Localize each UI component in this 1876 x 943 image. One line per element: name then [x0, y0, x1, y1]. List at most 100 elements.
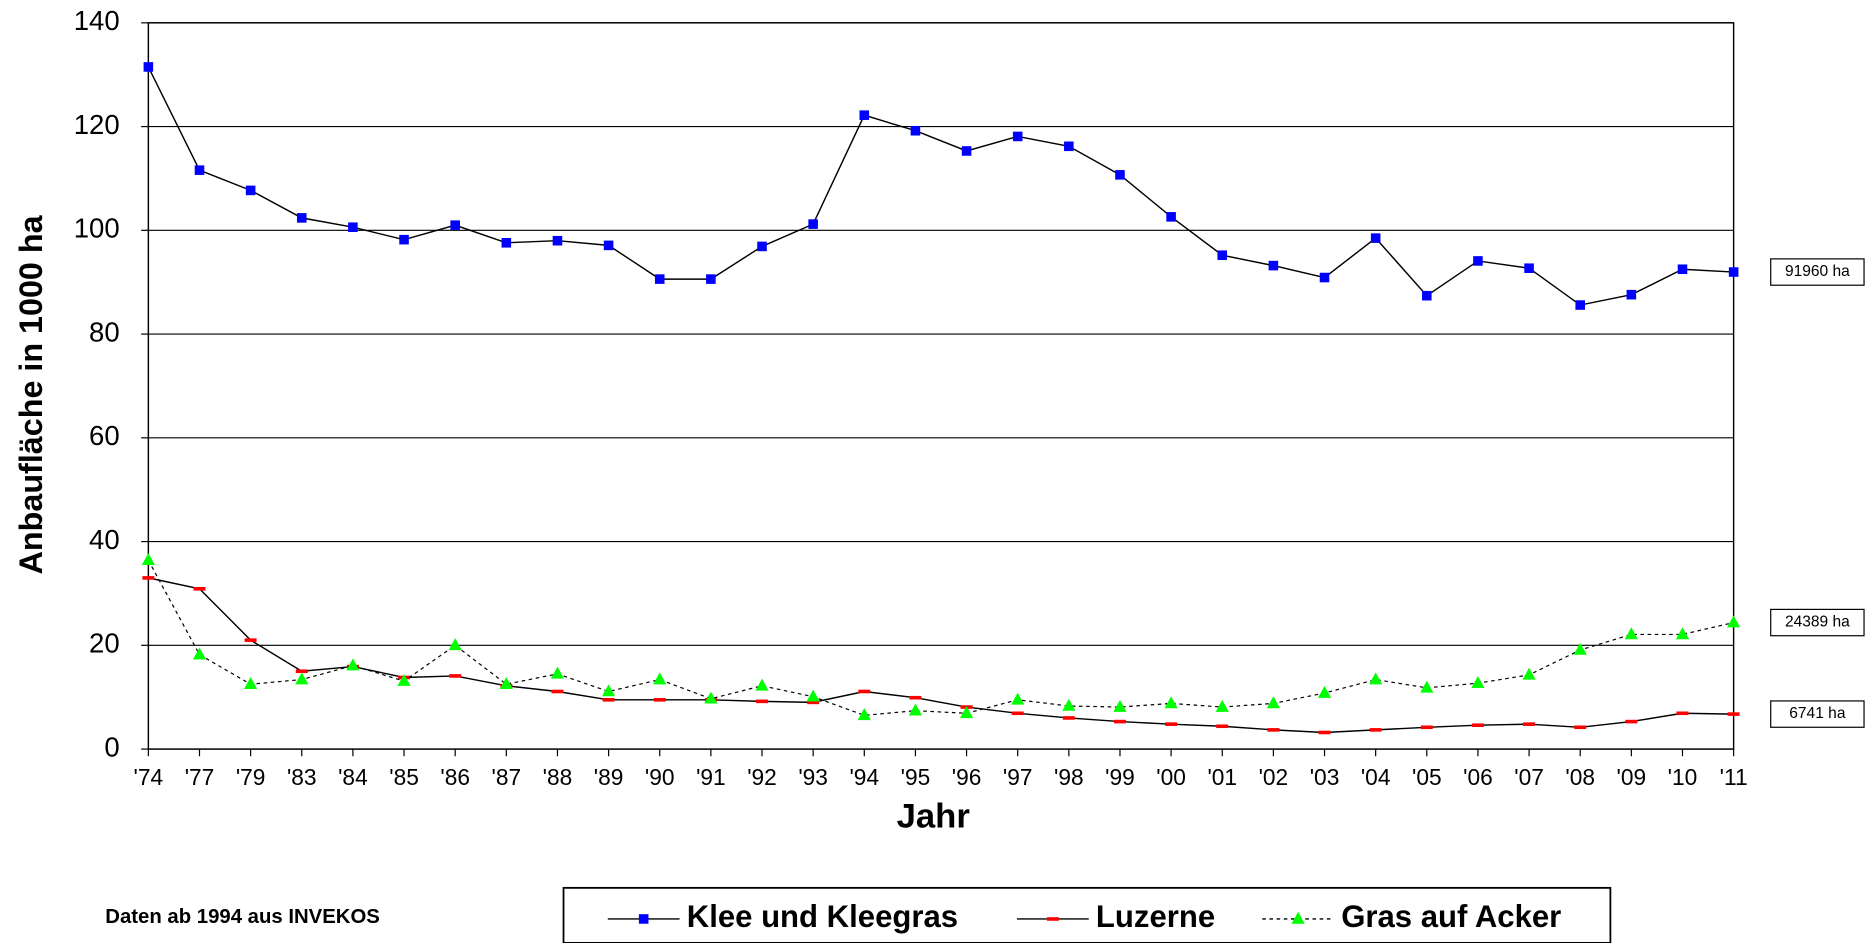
marker — [551, 689, 564, 694]
marker — [1675, 627, 1690, 640]
marker — [1064, 141, 1074, 152]
x-tick-label: '90 — [645, 764, 675, 790]
marker — [1164, 696, 1178, 709]
marker — [245, 185, 256, 196]
x-tick-label: '79 — [236, 764, 266, 790]
marker — [1625, 719, 1638, 724]
annotation-box — [1770, 608, 1865, 637]
marker — [1624, 627, 1638, 640]
marker — [397, 673, 411, 686]
marker — [910, 125, 921, 136]
marker — [704, 691, 718, 704]
y-tick-label: 100 — [74, 213, 120, 244]
x-tick-label: '94 — [849, 764, 879, 790]
marker — [1216, 724, 1229, 729]
x-tick-label: '87 — [492, 764, 522, 790]
annotation: 6741 ha — [1789, 705, 1846, 722]
x-tick-label: '83 — [287, 764, 317, 790]
x-tick-label: '85 — [389, 764, 419, 790]
marker — [808, 219, 818, 229]
series-line — [147, 66, 1734, 306]
marker — [602, 697, 615, 702]
x-tick-label: '92 — [747, 764, 777, 790]
marker — [295, 669, 308, 674]
x-tick-label: '96 — [952, 764, 982, 790]
marker — [449, 674, 462, 678]
marker — [142, 576, 155, 580]
legend-label: Luzerne — [1096, 899, 1215, 934]
marker — [1575, 300, 1585, 310]
x-tick-label: '06 — [1463, 764, 1493, 790]
marker — [1369, 672, 1383, 685]
plot-border — [147, 22, 1735, 750]
marker — [857, 708, 871, 721]
x-tick-label: '88 — [543, 764, 573, 790]
annotation-box — [1770, 700, 1865, 728]
marker — [448, 638, 462, 651]
marker — [552, 235, 563, 246]
marker — [1062, 698, 1076, 711]
marker — [1113, 719, 1126, 724]
y-tick-label: 40 — [89, 524, 120, 555]
marker — [757, 241, 767, 252]
marker — [1318, 730, 1331, 735]
x-tick-label: '00 — [1156, 764, 1186, 790]
marker — [1369, 728, 1382, 732]
marker — [1471, 676, 1485, 688]
legend-marker — [1046, 917, 1059, 921]
legend-label: Gras auf Acker — [1341, 899, 1561, 934]
marker — [550, 666, 565, 679]
footnote: Daten ab 1994 aus INVEKOS — [105, 906, 380, 928]
x-tick-label: '86 — [440, 764, 470, 790]
legend-marker — [638, 914, 649, 924]
marker — [1113, 699, 1127, 712]
marker — [1317, 685, 1332, 698]
marker — [909, 695, 922, 700]
marker — [1728, 267, 1739, 277]
marker — [859, 110, 870, 120]
x-tick-label: '04 — [1361, 764, 1391, 790]
marker — [1166, 212, 1176, 222]
marker — [908, 703, 923, 716]
legend-marker — [1291, 911, 1305, 924]
marker — [1420, 680, 1434, 693]
x-tick-label: '74 — [134, 764, 164, 790]
y-tick-label: 120 — [74, 109, 120, 140]
marker — [192, 647, 207, 660]
marker — [1574, 725, 1587, 730]
marker — [806, 689, 820, 702]
y-tick-label: 80 — [89, 316, 120, 347]
marker — [1522, 667, 1536, 680]
x-tick-label: '97 — [1003, 764, 1033, 790]
legend-box — [562, 886, 1612, 943]
marker — [1062, 716, 1075, 720]
marker — [1727, 615, 1741, 628]
y-tick-label: 60 — [89, 420, 120, 451]
marker — [1573, 642, 1587, 655]
marker — [1524, 263, 1534, 273]
x-tick-label: '84 — [338, 764, 368, 790]
marker — [1011, 692, 1025, 705]
marker — [399, 234, 409, 245]
marker — [603, 240, 614, 251]
marker — [244, 638, 257, 642]
marker — [1676, 711, 1689, 716]
marker — [1165, 722, 1178, 726]
legend-label: Klee und Kleegras — [687, 899, 958, 934]
x-tick-label: '77 — [185, 764, 215, 790]
x-tick-label: '01 — [1207, 764, 1237, 790]
y-tick-label: 140 — [74, 5, 120, 36]
x-tick-label: '08 — [1565, 764, 1595, 790]
marker — [653, 672, 667, 685]
marker — [1370, 233, 1381, 243]
marker — [959, 706, 974, 719]
marker — [141, 553, 155, 566]
marker — [1677, 264, 1688, 275]
marker — [858, 689, 871, 694]
y-tick-label: 20 — [89, 628, 120, 659]
x-tick-label: '11 — [1720, 764, 1748, 790]
marker — [1217, 250, 1228, 261]
x-tick-label: '10 — [1668, 764, 1698, 790]
marker — [706, 274, 716, 284]
